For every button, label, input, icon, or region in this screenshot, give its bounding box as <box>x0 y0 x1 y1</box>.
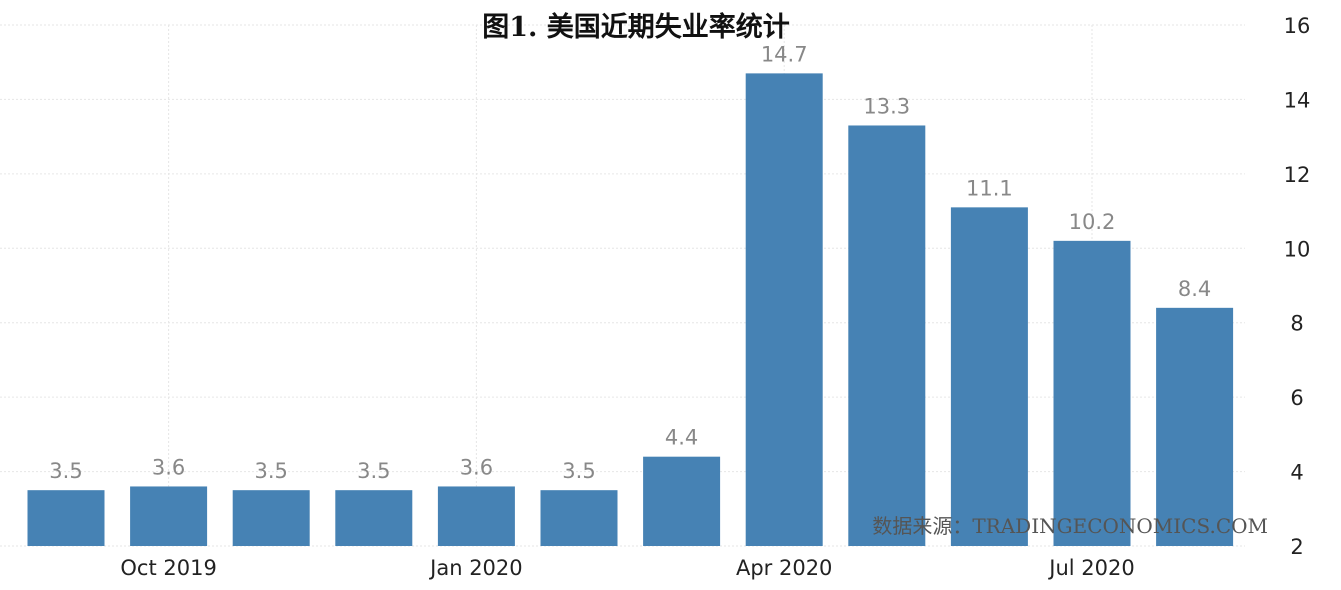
bar <box>130 486 208 546</box>
bar-value-label: 14.7 <box>761 42 808 66</box>
bar <box>745 73 823 546</box>
bar-value-label: 3.5 <box>254 459 287 483</box>
value-labels: 3.5 3.6 3.5 3.5 3.6 3.5 4.4 14.7 13.3 11.1 10.2 8.4 <box>49 42 1211 483</box>
x-axis: Oct 2019 Jan 2020 Apr 2020 Jul 2020 <box>120 556 1134 580</box>
bar-value-label: 11.1 <box>966 176 1013 200</box>
bar-value-label: 4.4 <box>665 426 698 450</box>
bar <box>437 486 515 546</box>
bar <box>1156 307 1234 546</box>
y-tick-label: 2 <box>1290 535 1303 559</box>
source-note: 数据来源：TRADINGECONOMICS.COM <box>872 514 1268 538</box>
bar <box>335 490 413 546</box>
y-tick-label: 14 <box>1284 88 1311 112</box>
bar <box>540 490 618 546</box>
y-tick-label: 8 <box>1290 312 1303 336</box>
bar-value-label: 10.2 <box>1069 210 1116 234</box>
y-tick-label: 10 <box>1284 237 1311 261</box>
bar-value-label: 3.6 <box>460 455 493 479</box>
y-tick-label: 6 <box>1290 386 1303 410</box>
x-tick-label: Jul 2020 <box>1047 556 1134 580</box>
bar-value-label: 3.5 <box>49 459 82 483</box>
y-axis: 2 4 6 8 10 12 14 16 <box>1284 14 1311 559</box>
x-tick-label: Jan 2020 <box>428 556 523 580</box>
y-tick-label: 4 <box>1290 461 1303 485</box>
y-tick-label: 12 <box>1284 163 1311 187</box>
bar-value-label: 3.5 <box>357 459 390 483</box>
bars <box>27 73 1234 547</box>
bar-value-label: 8.4 <box>1178 277 1211 301</box>
x-tick-label: Apr 2020 <box>736 556 832 580</box>
x-tick-label: Oct 2019 <box>120 556 216 580</box>
bar <box>232 490 310 546</box>
bar-value-label: 13.3 <box>863 94 910 118</box>
bar-value-label: 3.6 <box>152 455 185 479</box>
y-tick-label: 16 <box>1284 14 1311 38</box>
bar <box>1053 240 1131 547</box>
chart-title: 图1. 美国近期失业率统计 <box>482 11 790 43</box>
bar <box>848 125 926 546</box>
bar <box>643 456 721 546</box>
bar-value-label: 3.5 <box>562 459 595 483</box>
bar <box>27 490 105 546</box>
bar <box>950 207 1028 546</box>
